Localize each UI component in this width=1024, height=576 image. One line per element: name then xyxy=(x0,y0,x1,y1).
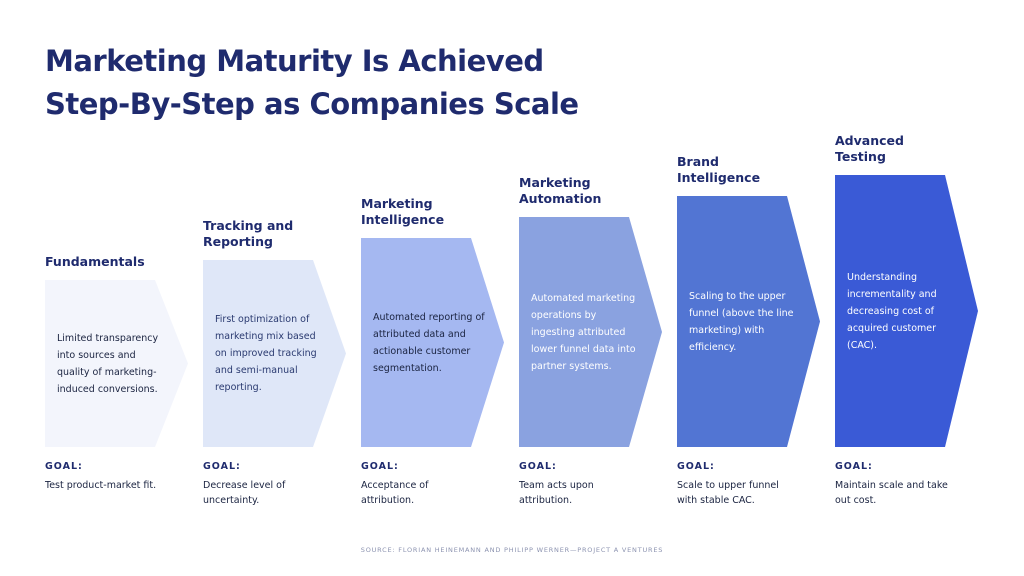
goal-label: GOAL: xyxy=(203,461,241,472)
goal-text: Acceptance of attribution. xyxy=(361,480,429,506)
goal-text: Maintain scale and take out cost. xyxy=(835,480,948,506)
goal-label: GOAL: xyxy=(519,461,557,472)
goal-label: GOAL: xyxy=(677,461,715,472)
step-chevron xyxy=(677,196,820,447)
step-description: Automated marketing operations by ingest… xyxy=(531,292,636,372)
step-chevron xyxy=(519,217,662,447)
goal-label: GOAL: xyxy=(45,461,83,472)
step-label: Marketing Automation xyxy=(519,175,602,206)
goal-label: GOAL: xyxy=(361,461,399,472)
step-chevron xyxy=(45,280,188,447)
step-chevron xyxy=(835,175,978,447)
step-description: Limited transparency into sources and qu… xyxy=(57,332,159,395)
source: SOURCE: FLORIAN HEINEMANN AND PHILIPP WE… xyxy=(360,546,664,554)
step-description: Scaling to the upper funnel (above the l… xyxy=(689,290,794,353)
step-label: Fundamentals xyxy=(45,254,145,269)
step-label: Tracking and Reporting xyxy=(203,218,294,249)
step-label: Brand Intelligence xyxy=(677,154,761,185)
step-label: Advanced Testing xyxy=(835,133,904,164)
goal-text: Team acts upon attribution. xyxy=(519,480,594,506)
step-chevron xyxy=(203,260,346,447)
step-chevron xyxy=(361,238,504,447)
goal-label: GOAL: xyxy=(835,461,873,472)
step-description: Automated reporting of attributed data a… xyxy=(373,311,485,374)
step-description: Understanding incrementality and decreas… xyxy=(847,271,937,351)
goal-text: Scale to upper funnel with stable CAC. xyxy=(677,480,779,506)
title-line: Marketing Maturity Is Achieved xyxy=(45,44,544,78)
goal-text: Test product-market fit. xyxy=(45,480,157,491)
goal-text: Decrease level of uncertainty. xyxy=(203,480,286,506)
step-label: Marketing Intelligence xyxy=(361,196,445,227)
title-line: Step-By-Step as Companies Scale xyxy=(45,87,579,121)
step-description: First optimization of marketing mix base… xyxy=(215,314,317,393)
